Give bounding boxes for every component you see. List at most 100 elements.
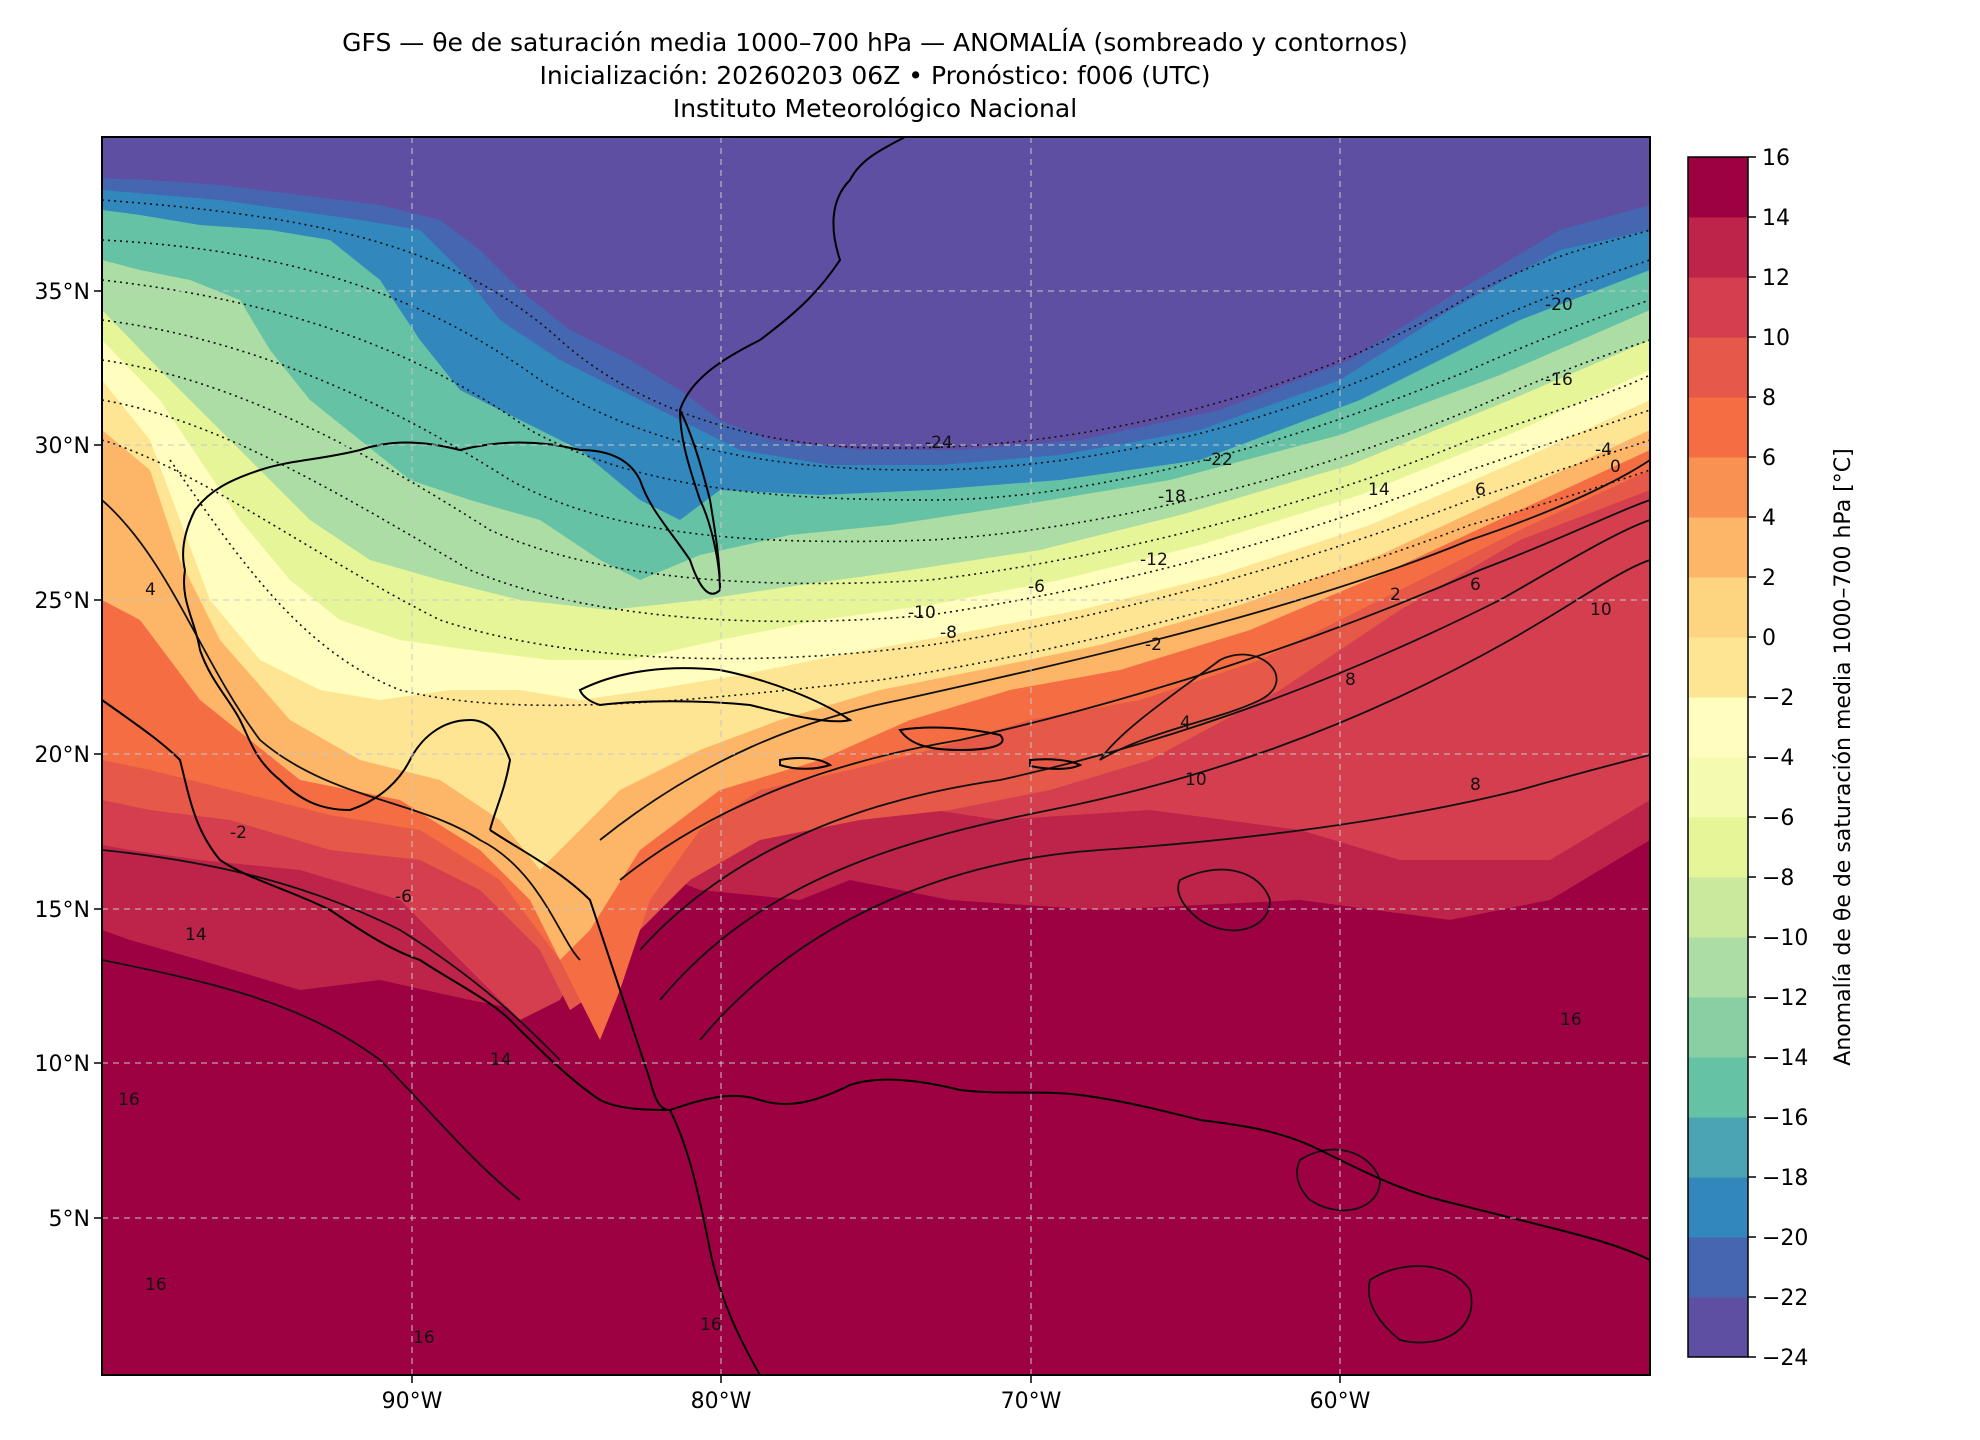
contour-label: 4 bbox=[145, 580, 156, 600]
contour-label: -6 bbox=[1028, 577, 1045, 597]
colorbar-tick-label: −6 bbox=[1762, 806, 1794, 831]
colorbar-band bbox=[1688, 217, 1748, 278]
colorbar-band bbox=[1688, 1057, 1748, 1118]
contour-label: 8 bbox=[1345, 670, 1356, 690]
us-east-coast bbox=[182, 137, 906, 595]
colorbar-tick-label: −2 bbox=[1762, 686, 1794, 711]
contour-label: -2 bbox=[1145, 635, 1162, 655]
colorbar-band bbox=[1688, 937, 1748, 998]
colorbar-tick-label: 12 bbox=[1762, 266, 1790, 291]
contour-label: -24 bbox=[925, 433, 953, 453]
cuba bbox=[578, 667, 853, 723]
colorbar-band bbox=[1688, 577, 1748, 638]
colorbar-tick-label: −22 bbox=[1762, 1286, 1808, 1311]
contour-label: -20 bbox=[1545, 295, 1573, 315]
contour-label: 6 bbox=[1475, 480, 1486, 500]
colorbar-band bbox=[1688, 157, 1748, 218]
contour-label: 14 bbox=[1368, 480, 1390, 500]
positive-contours bbox=[102, 459, 1650, 1344]
colorbar-tick-label: 6 bbox=[1762, 446, 1776, 471]
colorbar-ticks: 16 14 12 10 8 6 4 2 0 −2 −4 −6 −8 −10 −12 −14 −16 −18 −20 −… bbox=[1748, 146, 1808, 1371]
colorbar-band bbox=[1688, 397, 1748, 458]
colorbar-band bbox=[1688, 517, 1748, 578]
contour-label: 16 bbox=[118, 1090, 140, 1110]
contour-label: 16 bbox=[700, 1315, 722, 1335]
contour-label: 16 bbox=[413, 1328, 435, 1348]
contour-label: 10 bbox=[1590, 600, 1612, 620]
lat-tick-label: 5°N bbox=[49, 1207, 90, 1232]
map-title-line-2: Inicialización: 20260203 06Z • Pronóstic… bbox=[539, 61, 1211, 90]
colorbar-band bbox=[1688, 1117, 1748, 1178]
lon-tick-label: 90°W bbox=[382, 1389, 443, 1414]
map-title-line-1: GFS — θe de saturación media 1000–700 hP… bbox=[342, 28, 1408, 57]
contour-label: 14 bbox=[185, 925, 207, 945]
colorbar-tick-label: 2 bbox=[1762, 566, 1776, 591]
lat-tick-label: 10°N bbox=[35, 1052, 90, 1077]
colorbar-tick-label: −14 bbox=[1762, 1046, 1808, 1071]
contour-label: 0 bbox=[1610, 457, 1621, 477]
colorbar-band bbox=[1688, 757, 1748, 818]
colorbar-label: Anomalía de θe de saturación media 1000–… bbox=[1831, 448, 1856, 1065]
shade-minus24 bbox=[102, 137, 1650, 450]
contour-label: 10 bbox=[1185, 770, 1207, 790]
puerto-rico bbox=[1029, 758, 1083, 770]
colombia-pacific bbox=[669, 1109, 761, 1375]
contour-label: 16 bbox=[145, 1275, 167, 1295]
colorbar-tick-label: −18 bbox=[1762, 1166, 1808, 1191]
contour-label: -10 bbox=[908, 603, 936, 623]
contour-label: 2 bbox=[1390, 585, 1401, 605]
map-title-line-3: Instituto Meteorológico Nacional bbox=[672, 94, 1078, 123]
colorbar-tick-label: 4 bbox=[1762, 506, 1776, 531]
hispaniola bbox=[898, 726, 1004, 752]
contour-label: 14 bbox=[490, 1050, 512, 1070]
colorbar-tick-label: −16 bbox=[1762, 1106, 1808, 1131]
contour-label: -16 bbox=[1545, 370, 1573, 390]
colorbar-band bbox=[1688, 877, 1748, 938]
map-frame bbox=[101, 136, 1651, 1376]
mexico-coast bbox=[183, 569, 512, 831]
lon-tick-label: 80°W bbox=[691, 1389, 752, 1414]
colorbar-band bbox=[1688, 1237, 1748, 1298]
contour-label: -18 bbox=[1158, 487, 1186, 507]
lon-tick-label: 70°W bbox=[1001, 1389, 1062, 1414]
lon-tick-label: 60°W bbox=[1310, 1389, 1371, 1414]
jamaica bbox=[779, 756, 833, 770]
contour-labels: -24 -22 -20 -18 -16 -12 -10 -8 -6 -6 -4 … bbox=[118, 295, 1621, 1348]
colorbar-tick-label: −12 bbox=[1762, 986, 1808, 1011]
colorbar-band bbox=[1688, 697, 1748, 758]
central-america-east bbox=[489, 829, 671, 1111]
lat-tick-label: 30°N bbox=[35, 434, 90, 459]
colorbar-band bbox=[1688, 817, 1748, 878]
contour-label: 8 bbox=[1470, 775, 1481, 795]
south-america-north bbox=[669, 1078, 1650, 1261]
colorbar-tick-label: 0 bbox=[1762, 626, 1776, 651]
lat-tick-label: 15°N bbox=[35, 898, 90, 923]
contour-label: -4 bbox=[1595, 440, 1612, 460]
florida bbox=[679, 409, 721, 591]
contour-label: -12 bbox=[1140, 550, 1168, 570]
lat-ticks bbox=[94, 290, 102, 1219]
contour-label: -2 bbox=[230, 823, 247, 843]
negative-contours bbox=[102, 199, 1650, 707]
colorbar-band bbox=[1688, 277, 1748, 338]
colorbar-tick-label: −20 bbox=[1762, 1226, 1808, 1251]
contour-label: 4 bbox=[1180, 713, 1191, 733]
colorbar-band bbox=[1688, 457, 1748, 518]
lat-tick-label: 25°N bbox=[35, 589, 90, 614]
contour-label: 6 bbox=[1470, 575, 1481, 595]
contour-label: -6 bbox=[395, 887, 412, 907]
lat-tick-label: 35°N bbox=[35, 280, 90, 305]
colorbar-tick-label: −10 bbox=[1762, 926, 1808, 951]
anomaly-map: -24 -22 -20 -18 -16 -12 -10 -8 -6 -6 -4 … bbox=[102, 137, 1650, 1375]
colorbar-tick-label: −8 bbox=[1762, 866, 1794, 891]
pacific-coast bbox=[102, 699, 671, 1111]
colorbar-tick-label: 16 bbox=[1762, 146, 1790, 171]
colorbar-tick-label: −24 bbox=[1762, 1346, 1808, 1371]
colorbar-band bbox=[1688, 637, 1748, 698]
colorbar-band bbox=[1688, 1297, 1748, 1358]
colorbar-tick-label: −4 bbox=[1762, 746, 1794, 771]
contour-label: -8 bbox=[940, 623, 957, 643]
lon-ticks bbox=[411, 1375, 1341, 1383]
contour-label: 16 bbox=[1560, 1010, 1582, 1030]
